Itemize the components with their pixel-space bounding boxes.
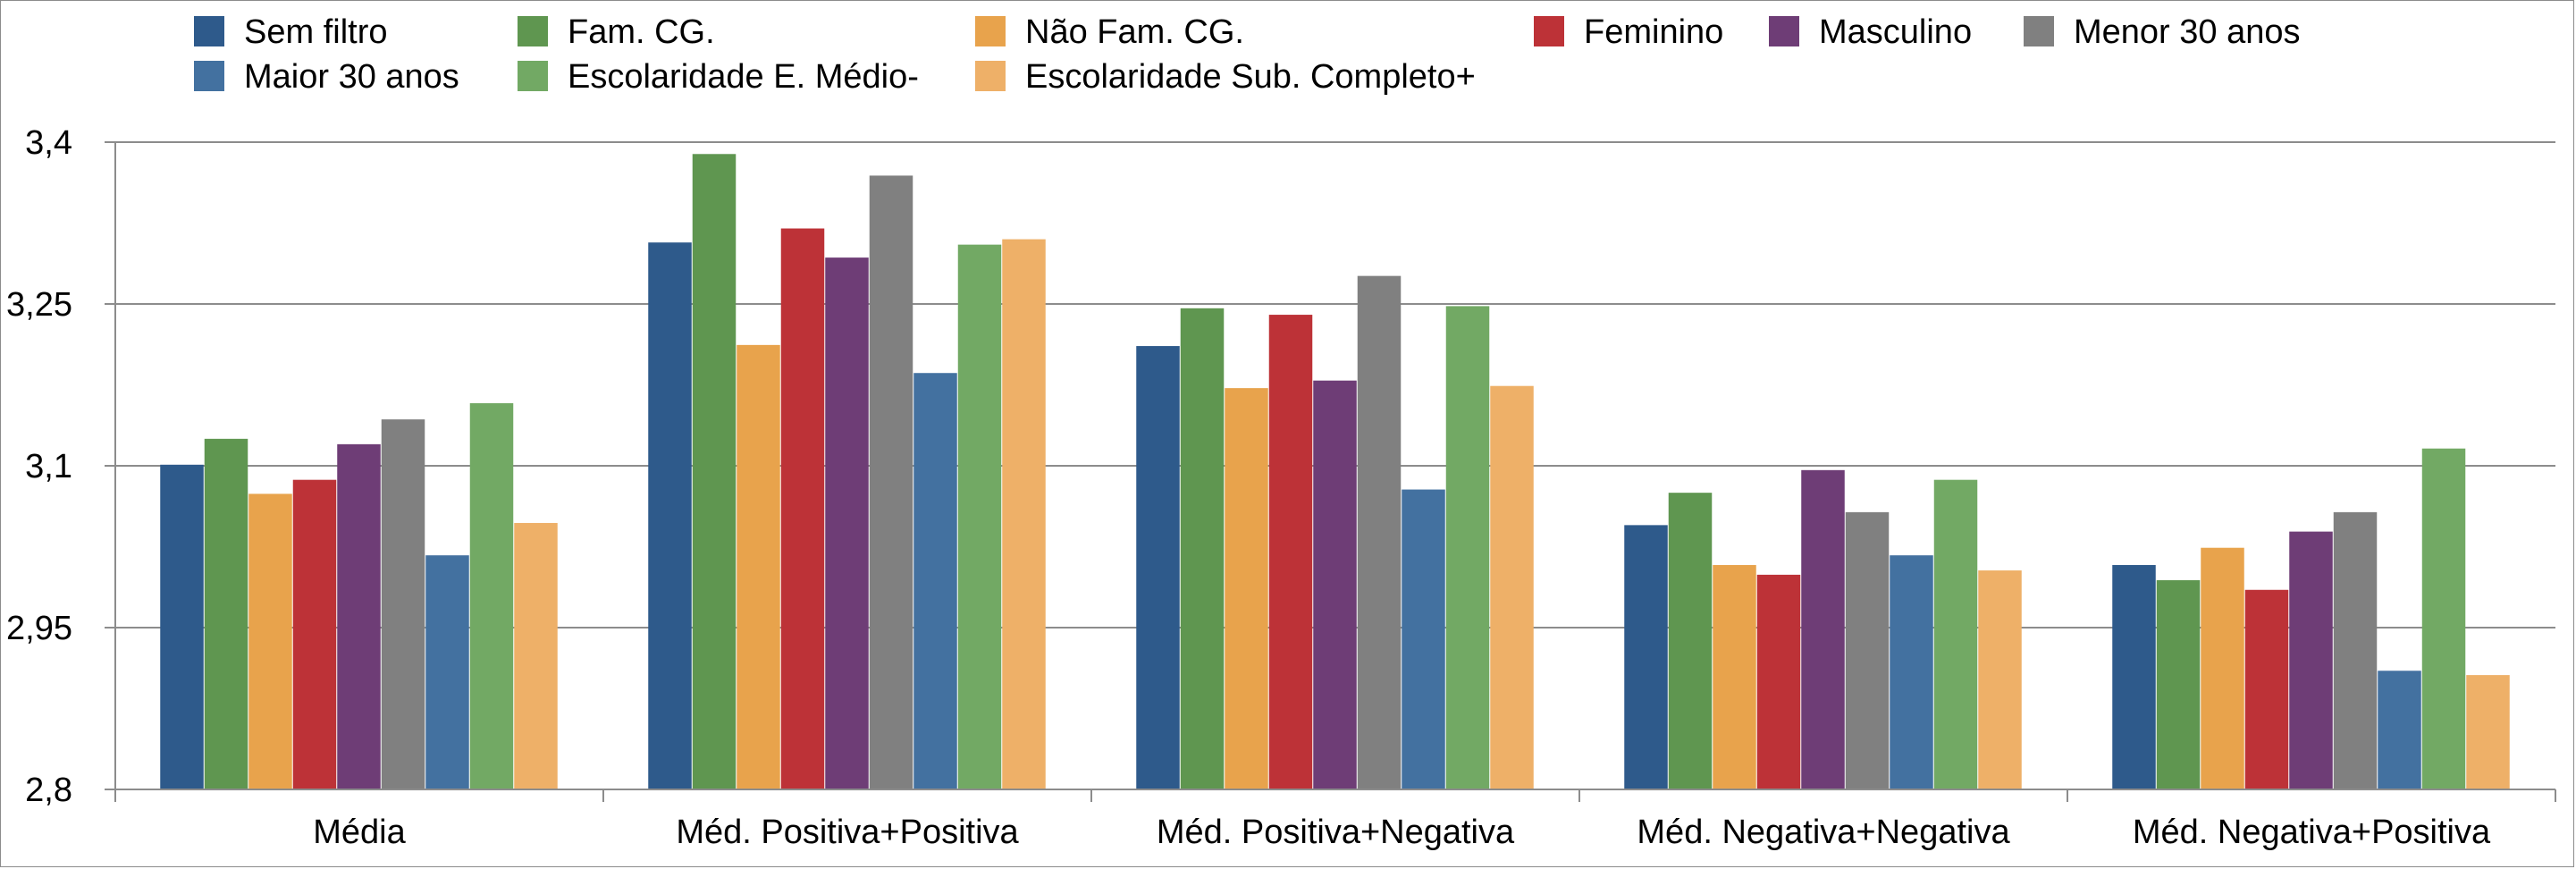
bar: [913, 373, 957, 789]
y-tick-label: 3,4: [25, 124, 72, 162]
x-category-label: Méd. Positiva+Positiva: [676, 814, 1019, 851]
bar: [337, 443, 381, 789]
bar: [381, 419, 425, 789]
y-tick-label: 2,95: [6, 610, 72, 647]
bar: [737, 344, 780, 789]
bar: [248, 494, 292, 789]
bar: [1225, 388, 1268, 789]
bars: [160, 154, 2510, 790]
bar: [2378, 671, 2421, 789]
legend-label: Masculino: [1819, 13, 1972, 51]
legend-swatch: [194, 16, 224, 46]
legend-label: Maior 30 anos: [244, 58, 459, 96]
bar: [1136, 346, 1180, 789]
legend-label: Sem filtro: [244, 13, 387, 51]
legend-swatch: [1769, 16, 1799, 46]
legend-swatch: [1534, 16, 1564, 46]
legend-label: Fam. CG.: [568, 13, 715, 51]
bar: [204, 438, 248, 789]
bar: [425, 555, 469, 789]
bar: [1490, 385, 1534, 789]
y-tick-label: 2,8: [25, 772, 72, 809]
x-category-labels: Média Méd. Positiva+Positiva Méd. Positiva…: [313, 814, 2491, 851]
bar: [692, 154, 737, 790]
bar: [469, 403, 514, 789]
legend-label: Não Fam. CG.: [1025, 13, 1244, 51]
bar: [1668, 493, 1713, 789]
bar: [957, 244, 1002, 790]
legend-label: Escolaridade Sub. Completo+: [1025, 58, 1476, 96]
legend-swatch: [518, 61, 548, 91]
bar: [1624, 525, 1668, 789]
y-tick-label: 3,1: [25, 448, 72, 485]
bar: [869, 175, 913, 789]
bar: [1445, 306, 1490, 789]
legend-swatch: [194, 61, 224, 91]
bar: [1180, 308, 1225, 789]
bar: [2244, 589, 2289, 789]
bar: [2156, 579, 2201, 789]
legend-label: Feminino: [1584, 13, 1723, 51]
y-tick-labels: 2,8 2,95 3,1 3,25 3,4: [6, 124, 72, 809]
bar: [1357, 275, 1402, 789]
legend-swatch: [975, 16, 1006, 46]
bar: [2112, 565, 2156, 789]
x-category-label: Méd. Positiva+Negativa: [1157, 814, 1515, 851]
bar: [1978, 570, 2022, 789]
bar: [2289, 531, 2333, 789]
bar: [2421, 448, 2466, 789]
bar: [1845, 511, 1890, 789]
bar: [160, 464, 204, 789]
legend-label: Menor 30 anos: [2074, 13, 2301, 51]
legend-label: Escolaridade E. Médio-: [568, 58, 919, 96]
legend-swatch: [2024, 16, 2054, 46]
x-category-label: Média: [313, 814, 406, 851]
bar: [1713, 565, 1756, 789]
bar: [514, 522, 558, 789]
y-tick-label: 3,25: [6, 286, 72, 324]
bar: [292, 479, 337, 789]
bar: [1002, 239, 1046, 790]
bar: [825, 257, 869, 789]
bar: [2333, 511, 2378, 789]
x-category-label: Méd. Negativa+Positiva: [2133, 814, 2491, 851]
bar: [2201, 547, 2244, 789]
x-category-label: Méd. Negativa+Negativa: [1637, 814, 2010, 851]
legend: Sem filtro Fam. CG. Não Fam. CG. Feminino Ma…: [194, 13, 2301, 96]
bar: [1801, 469, 1845, 789]
axes: [114, 142, 2556, 802]
bar: [1402, 489, 1445, 789]
bar: [780, 228, 825, 790]
bar: [1268, 315, 1313, 790]
bar: [648, 242, 692, 790]
bar: [1313, 380, 1357, 789]
bar: [1756, 574, 1801, 789]
bar: [1933, 479, 1978, 789]
legend-swatch: [518, 16, 548, 46]
legend-swatch: [975, 61, 1006, 91]
bar: [2466, 675, 2510, 789]
bar: [1890, 555, 1933, 789]
